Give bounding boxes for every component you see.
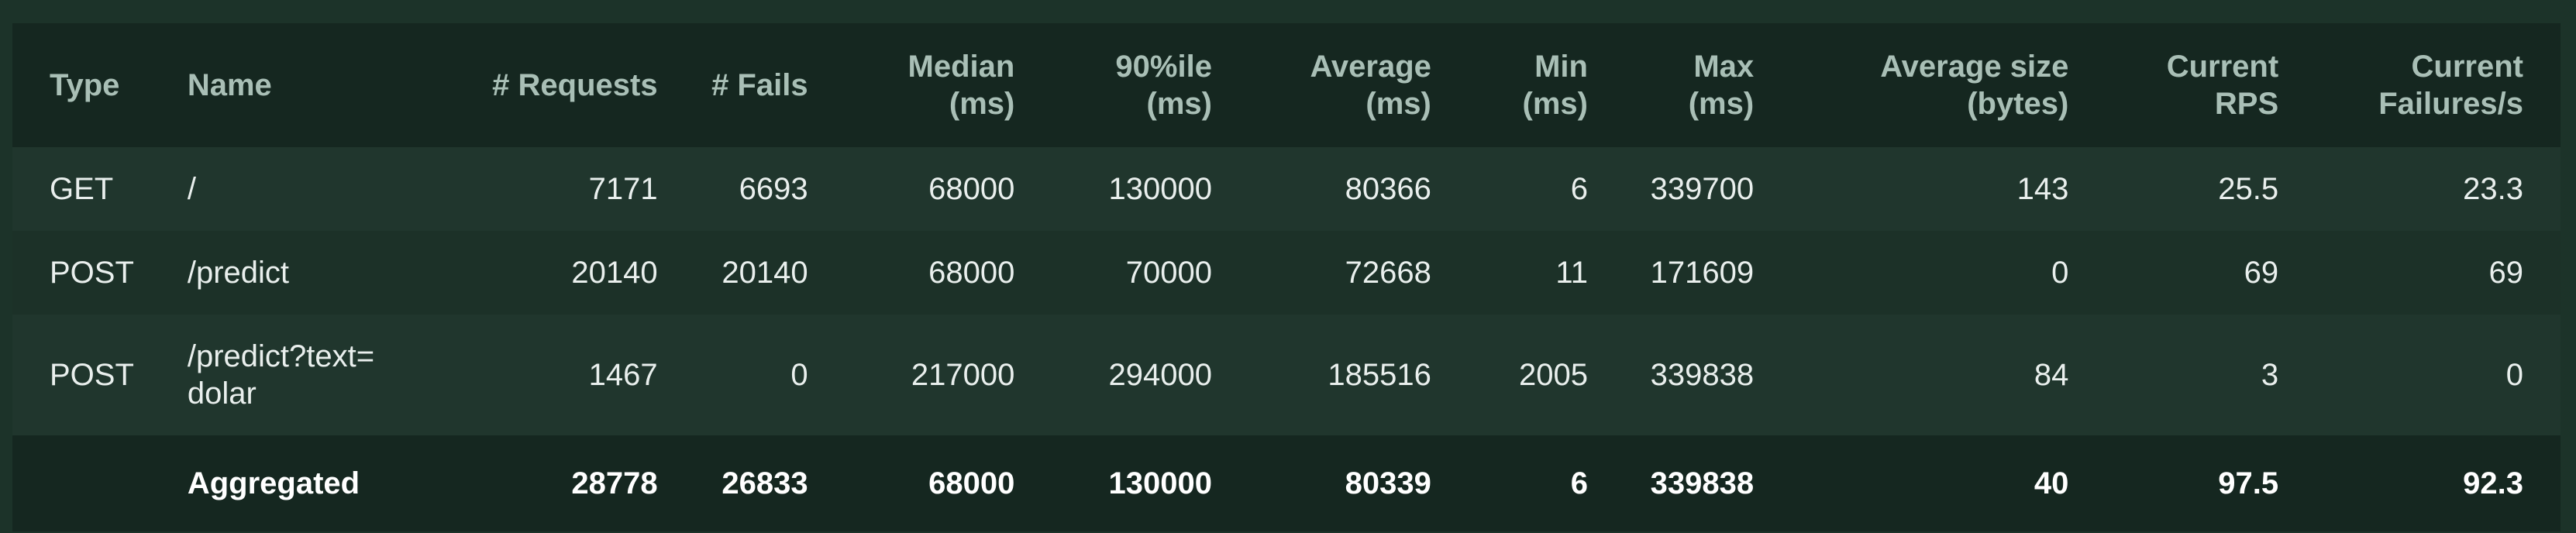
cell-average-size: 143 [2016,172,2069,206]
column-header-max[interactable]: Max (ms) [1688,50,1755,121]
request-stats-table: Type Name # Requests # Fails Median (ms) … [12,23,2561,531]
cell-max: 339700 [1650,172,1755,206]
cell-median: 68000 [928,256,1015,290]
cell-requests: 28778 [571,466,658,500]
cell-fails: 26833 [721,466,808,500]
cell-requests: 20140 [571,256,658,290]
cell-max: 171609 [1650,256,1755,290]
cell-current-rps: 25.5 [2218,172,2279,206]
table-row: GET / 7171 6693 68000 130000 80366 6 339… [12,147,2561,231]
cell-type [12,435,150,531]
cell-average-size: 40 [2034,466,2069,500]
cell-current-rps: 69 [2244,256,2279,290]
cell-min: 2005 [1518,358,1588,392]
cell-average-size: 84 [2034,358,2069,392]
cell-current-failures: 0 [2505,358,2523,392]
column-header-average-size[interactable]: Average size (bytes) [1880,50,2069,121]
aggregated-row: Aggregated 28778 26833 68000 130000 8033… [12,435,2561,531]
cell-name: Aggregated [187,466,360,500]
column-header-requests[interactable]: # Requests [492,68,658,102]
cell-name: / [187,172,196,206]
cell-requests: 7171 [588,172,658,206]
cell-average: 80366 [1345,172,1431,206]
cell-current-rps: 3 [2261,358,2279,392]
cell-p90: 130000 [1108,466,1212,500]
column-header-current-failures[interactable]: Current Failures/s [2378,50,2523,121]
stats-panel: Type Name # Requests # Fails Median (ms) … [12,23,2561,531]
column-header-90th-percentile[interactable]: 90%ile (ms) [1115,50,1212,121]
column-header-current-rps[interactable]: Current RPS [2166,50,2279,121]
cell-name: /predict [187,256,289,290]
cell-p90: 294000 [1108,358,1212,392]
cell-average: 72668 [1345,256,1431,290]
cell-min: 6 [1570,466,1588,500]
cell-type: POST [50,358,134,392]
column-header-median[interactable]: Median (ms) [907,50,1015,121]
cell-average: 80339 [1345,466,1431,500]
table-header-row: Type Name # Requests # Fails Median (ms) … [12,23,2561,147]
column-header-average[interactable]: Average (ms) [1310,50,1431,121]
cell-median: 68000 [928,172,1015,206]
cell-current-failures: 92.3 [2463,466,2523,500]
column-header-type[interactable]: Type [50,68,120,102]
cell-type: GET [50,172,114,206]
table-row: POST /predict 20140 20140 68000 70000 72… [12,231,2561,315]
cell-average: 185516 [1328,358,1431,392]
cell-min: 6 [1570,172,1588,206]
cell-type: POST [50,256,134,290]
cell-fails: 6693 [739,172,808,206]
cell-requests: 1467 [588,358,658,392]
cell-median: 68000 [928,466,1015,500]
cell-current-failures: 69 [2488,256,2524,290]
column-header-min[interactable]: Min (ms) [1522,50,1588,121]
cell-min: 11 [1555,256,1588,290]
cell-name: /predict?text=dolar [187,339,375,411]
column-header-fails[interactable]: # Fails [711,68,808,102]
cell-current-failures: 23.3 [2463,172,2523,206]
cell-p90: 130000 [1108,172,1212,206]
cell-max: 339838 [1650,358,1755,392]
cell-median: 217000 [911,358,1015,392]
cell-p90: 70000 [1125,256,1212,290]
table-row: POST /predict?text=dolar 1467 0 217000 2… [12,315,2561,435]
cell-fails: 20140 [721,256,808,290]
column-header-name[interactable]: Name [187,68,272,102]
cell-max: 339838 [1650,466,1755,500]
cell-fails: 0 [790,358,808,392]
cell-current-rps: 97.5 [2218,466,2279,500]
cell-average-size: 0 [2051,256,2069,290]
